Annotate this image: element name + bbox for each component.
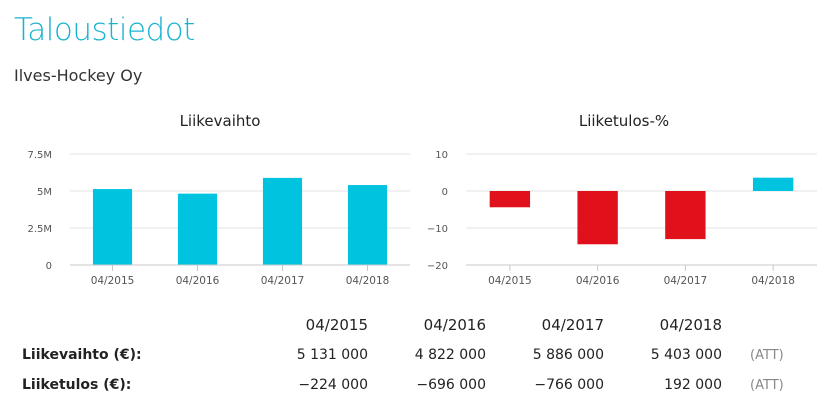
x-tick-label: 04/2015 xyxy=(91,275,135,287)
table-row: Liikevaihto (€): 5 131 000 4 822 000 5 8… xyxy=(0,347,827,369)
x-tick-label: 04/2016 xyxy=(176,275,220,287)
revenue-chart: Liikevaihto 0 2.5M 5M 7.5M 04/2015 04/2016 04/2… xyxy=(27,112,410,287)
chart-title: Liiketulos-% xyxy=(579,112,669,130)
source-note: (ATT) xyxy=(750,348,784,363)
bar xyxy=(92,189,133,265)
x-tick-label: 04/2016 xyxy=(576,275,620,287)
x-tick-label: 04/2017 xyxy=(664,275,708,287)
x-tick-label: 04/2017 xyxy=(261,275,305,287)
table-year: 04/2018 xyxy=(659,316,722,334)
x-tick-label: 04/2018 xyxy=(751,275,795,287)
bar xyxy=(489,191,531,208)
y-tick-label: −10 xyxy=(427,224,448,235)
y-tick-label: 10 xyxy=(435,150,448,161)
operating-margin-chart: Liiketulos-% 10 0 −10 −20 04/2015 04/2016 04/20… xyxy=(427,112,817,287)
table-year: 04/2015 xyxy=(305,316,368,334)
bar xyxy=(262,177,303,265)
y-tick-label: −20 xyxy=(427,261,448,272)
table-cell: −766 000 xyxy=(534,377,604,393)
x-tick-label: 04/2018 xyxy=(346,275,390,287)
table-year: 04/2016 xyxy=(423,316,486,334)
bar xyxy=(665,191,706,240)
y-tick-label: 0 xyxy=(46,261,52,272)
y-tick-label: 2.5M xyxy=(27,224,52,235)
table-cell: −696 000 xyxy=(416,377,486,393)
table-cell: 5 403 000 xyxy=(650,347,722,363)
y-tick-label: 0 xyxy=(442,187,448,198)
row-label: Liikevaihto (€): xyxy=(22,347,142,363)
table-row: Liiketulos (€): −224 000 −696 000 −766 0… xyxy=(0,377,827,399)
table-cell: 4 822 000 xyxy=(414,347,486,363)
table-cell: 5 131 000 xyxy=(296,347,368,363)
chart-title: Liikevaihto xyxy=(180,112,261,130)
bar xyxy=(177,193,218,265)
y-tick-label: 5M xyxy=(37,187,52,198)
table-cell: 5 886 000 xyxy=(532,347,604,363)
table-cell: 192 000 xyxy=(664,377,722,393)
row-label: Liiketulos (€): xyxy=(22,377,132,393)
source-note: (ATT) xyxy=(750,378,784,393)
company-name: Ilves-Hockey Oy xyxy=(14,66,143,85)
x-tick-label: 04/2015 xyxy=(488,275,532,287)
bar xyxy=(347,185,388,265)
table-header: 04/2015 04/2016 04/2017 04/2018 xyxy=(0,316,827,338)
table-year: 04/2017 xyxy=(541,316,604,334)
bar xyxy=(577,191,618,245)
y-tick-label: 7.5M xyxy=(27,150,52,161)
bar xyxy=(752,177,794,191)
table-cell: −224 000 xyxy=(298,377,368,393)
page-title: Taloustiedot xyxy=(14,12,195,48)
